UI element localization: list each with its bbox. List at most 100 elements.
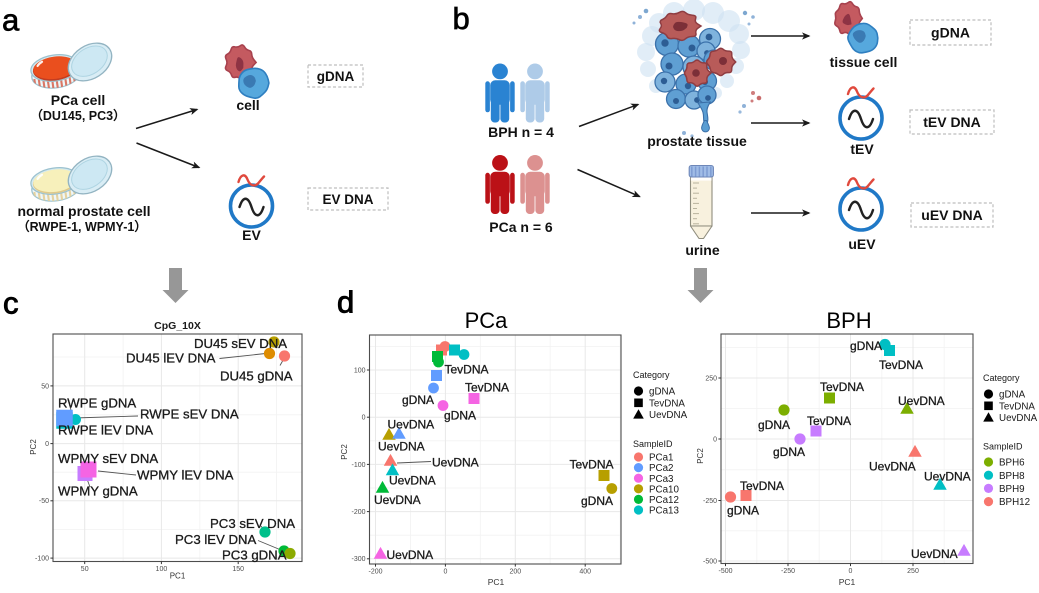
svg-text:uEV: uEV (848, 236, 876, 252)
svg-text:-300: -300 (351, 556, 365, 563)
svg-text:PCa n = 6: PCa n = 6 (489, 219, 553, 235)
svg-text:BPH12: BPH12 (999, 497, 1030, 508)
svg-text:gDNA: gDNA (581, 494, 613, 508)
svg-text:UevDNA: UevDNA (388, 418, 435, 432)
svg-text:gDNA: gDNA (773, 445, 805, 459)
svg-text:-100: -100 (351, 462, 365, 469)
svg-text:WPMY gDNA: WPMY gDNA (58, 483, 138, 498)
svg-text:DU45 lEV DNA: DU45 lEV DNA (126, 351, 216, 366)
svg-text:150: 150 (232, 566, 244, 573)
svg-text:200: 200 (509, 569, 521, 576)
svg-text:UevDNA: UevDNA (378, 439, 425, 453)
svg-text:0: 0 (713, 436, 717, 443)
svg-text:PC3 lEV DNA: PC3 lEV DNA (175, 532, 257, 547)
svg-text:BPH n = 4: BPH n = 4 (488, 124, 554, 140)
svg-text:DU45 sEV DNA: DU45 sEV DNA (194, 336, 287, 351)
svg-text:DU45 gDNA: DU45 gDNA (220, 368, 293, 383)
svg-text:UevDNA: UevDNA (898, 394, 945, 408)
svg-text:PCa cell: PCa cell (51, 92, 105, 108)
svg-text:250: 250 (705, 375, 717, 382)
svg-text:gDNA: gDNA (402, 393, 434, 407)
svg-text:d: d (337, 285, 354, 320)
svg-text:SampleID: SampleID (633, 439, 673, 449)
svg-text:400: 400 (579, 569, 591, 576)
svg-text:RWPE sEV DNA: RWPE sEV DNA (140, 406, 239, 421)
svg-text:100: 100 (156, 566, 168, 573)
svg-text:UevDNA: UevDNA (389, 474, 436, 488)
svg-text:50: 50 (81, 566, 89, 573)
svg-text:normal prostate cell: normal prostate cell (17, 203, 150, 219)
svg-text:tEV DNA: tEV DNA (923, 114, 981, 130)
svg-text:prostate tissue: prostate tissue (647, 133, 747, 149)
svg-text:UevDNA: UevDNA (432, 456, 479, 470)
svg-text:（DU145, PC3）: （DU145, PC3） (30, 108, 125, 123)
svg-text:0: 0 (443, 569, 447, 576)
svg-text:PCa12: PCa12 (649, 495, 679, 506)
svg-text:PCa13: PCa13 (649, 506, 680, 517)
svg-text:UevDNA: UevDNA (387, 548, 434, 562)
svg-text:0: 0 (362, 415, 366, 422)
svg-text:gDNA: gDNA (931, 25, 970, 41)
svg-text:EV: EV (242, 227, 261, 243)
svg-text:SampleID: SampleID (983, 442, 1023, 452)
svg-text:UevDNA: UevDNA (999, 413, 1038, 424)
svg-text:50: 50 (41, 383, 49, 390)
svg-text:0: 0 (849, 568, 853, 575)
svg-text:BPH8: BPH8 (999, 471, 1025, 482)
svg-text:PC3 gDNA: PC3 gDNA (222, 548, 287, 563)
svg-text:PC3 sEV DNA: PC3 sEV DNA (210, 516, 295, 531)
svg-text:gDNA: gDNA (758, 418, 790, 432)
svg-text:TevDNA: TevDNA (879, 358, 923, 372)
svg-text:PC1: PC1 (488, 577, 505, 587)
svg-text:uEV DNA: uEV DNA (921, 207, 982, 223)
svg-text:-250: -250 (781, 568, 795, 575)
svg-text:UevDNA: UevDNA (911, 547, 958, 561)
svg-text:WPMY sEV DNA: WPMY sEV DNA (58, 451, 158, 466)
svg-text:PCa2: PCa2 (649, 463, 674, 474)
svg-text:PCa1: PCa1 (649, 453, 674, 464)
svg-text:UevDNA: UevDNA (649, 410, 688, 421)
svg-text:gDNA: gDNA (649, 387, 676, 398)
svg-text:Category: Category (633, 370, 670, 380)
svg-text:UevDNA: UevDNA (869, 460, 916, 474)
svg-text:PCa10: PCa10 (649, 484, 680, 495)
svg-text:PC2: PC2 (29, 439, 38, 455)
svg-text:gDNA: gDNA (317, 69, 355, 84)
svg-text:b: b (453, 1, 470, 36)
svg-text:UevDNA: UevDNA (924, 470, 971, 484)
svg-text:gDNA: gDNA (850, 339, 882, 353)
svg-text:WPMY lEV DNA: WPMY lEV DNA (137, 468, 234, 483)
svg-text:PC1: PC1 (170, 572, 186, 581)
svg-text:-200: -200 (351, 509, 365, 516)
svg-text:UevDNA: UevDNA (374, 493, 421, 507)
svg-text:PC2: PC2 (696, 448, 705, 464)
svg-text:a: a (2, 3, 20, 38)
svg-text:cell: cell (236, 97, 259, 113)
svg-text:urine: urine (685, 242, 719, 258)
svg-text:250: 250 (907, 568, 919, 575)
svg-text:-500: -500 (718, 568, 732, 575)
svg-text:BPH9: BPH9 (999, 484, 1025, 495)
svg-text:EV DNA: EV DNA (322, 192, 373, 207)
svg-text:PC1: PC1 (839, 577, 856, 587)
svg-text:PCa3: PCa3 (649, 474, 674, 485)
svg-text:TevDNA: TevDNA (740, 479, 784, 493)
svg-text:-50: -50 (39, 498, 49, 505)
svg-text:CpG_10X: CpG_10X (154, 320, 201, 332)
svg-text:PC2: PC2 (340, 444, 349, 460)
svg-text:0: 0 (45, 441, 49, 448)
svg-text:Category: Category (983, 373, 1020, 383)
svg-text:TevDNA: TevDNA (649, 398, 685, 409)
svg-text:tEV: tEV (850, 141, 874, 157)
svg-text:BPH6: BPH6 (999, 458, 1025, 469)
svg-text:PCa: PCa (465, 308, 509, 333)
svg-text:TevDNA: TevDNA (445, 363, 489, 377)
svg-text:100: 100 (354, 367, 366, 374)
svg-text:-250: -250 (703, 498, 717, 505)
svg-text:TevDNA: TevDNA (807, 414, 851, 428)
svg-text:-100: -100 (35, 556, 49, 563)
svg-text:（RWPE-1, WPMY-1）: （RWPE-1, WPMY-1） (17, 219, 147, 234)
svg-text:TevDNA: TevDNA (465, 381, 509, 395)
svg-text:TevDNA: TevDNA (570, 458, 614, 472)
svg-text:RWPE gDNA: RWPE gDNA (58, 395, 136, 410)
